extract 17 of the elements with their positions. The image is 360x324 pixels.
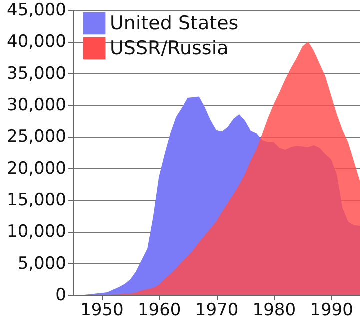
x-tick-label: 1950 [80, 300, 124, 320]
y-tick-label: 5,000 [18, 254, 66, 274]
y-tick-label: 35,000 [7, 64, 66, 84]
x-tick-label: 1970 [195, 300, 239, 320]
x-tick-label: 1960 [138, 300, 182, 320]
x-tick-label: 1980 [252, 300, 296, 320]
y-tick-label: 0 [56, 286, 66, 306]
legend-label: United States [110, 12, 239, 34]
y-tick-label: 45,000 [7, 0, 66, 20]
y-tick-label: 10,000 [7, 222, 66, 242]
y-tick-label: 15,000 [7, 190, 66, 210]
y-tick-label: 40,000 [7, 32, 66, 52]
legend-label: USSR/Russia [110, 38, 229, 60]
y-tick-label: 20,000 [7, 158, 66, 179]
y-tick-label: 25,000 [7, 127, 66, 148]
x-tick-label: 1990 [310, 300, 354, 320]
y-tick-label: 30,000 [7, 96, 66, 116]
